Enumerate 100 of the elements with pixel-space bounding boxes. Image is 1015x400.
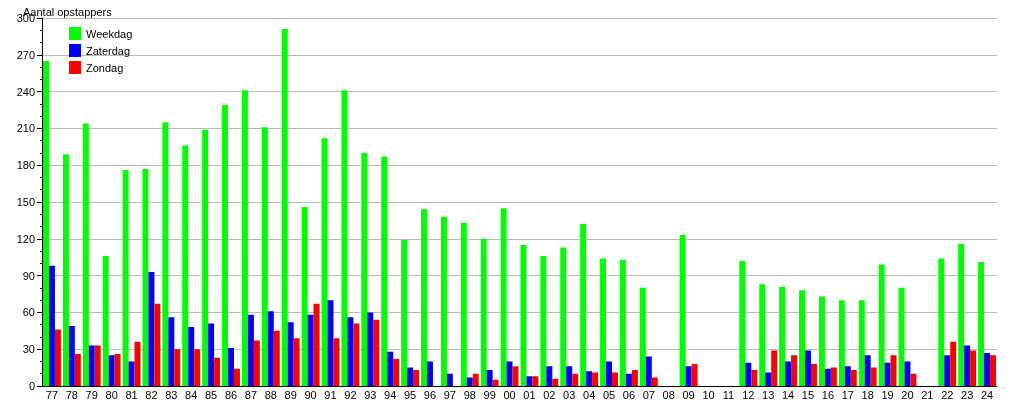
bar xyxy=(162,122,169,386)
bar xyxy=(552,378,559,386)
x-tick-label: 14 xyxy=(781,388,795,400)
bar xyxy=(506,361,513,386)
bar xyxy=(685,366,692,386)
bar xyxy=(214,357,221,386)
bar xyxy=(82,123,89,386)
bar xyxy=(805,350,811,386)
bar xyxy=(341,90,348,386)
bar xyxy=(188,327,195,386)
bar xyxy=(864,355,871,386)
bar xyxy=(791,355,798,386)
bar xyxy=(148,271,155,386)
bar xyxy=(440,216,447,386)
bar xyxy=(526,376,533,386)
y-tick-label: 30 xyxy=(22,343,35,356)
bar xyxy=(194,349,201,386)
bar xyxy=(261,127,268,386)
y-tick-label: 180 xyxy=(16,159,35,172)
x-tick-label: 82 xyxy=(145,388,158,400)
bar xyxy=(970,350,977,386)
bar xyxy=(233,368,240,386)
x-tick-label: 06 xyxy=(622,388,636,400)
x-tick-label: 90 xyxy=(304,388,317,400)
x-tick-label: 22 xyxy=(941,388,954,400)
y-tick-label: 150 xyxy=(16,196,35,208)
x-tick-label: 81 xyxy=(125,388,138,400)
bar xyxy=(884,362,891,386)
x-tick-label: 08 xyxy=(662,388,675,400)
x-tick-label: 18 xyxy=(861,388,874,400)
bar xyxy=(958,243,965,386)
bar xyxy=(566,366,573,386)
x-tick-label: 10 xyxy=(702,388,715,400)
bar xyxy=(978,262,985,386)
x-tick-label: 87 xyxy=(244,388,258,400)
bar xyxy=(990,355,997,386)
bar xyxy=(739,260,746,386)
bar xyxy=(253,340,260,386)
bar xyxy=(824,368,831,386)
bar xyxy=(114,354,121,386)
bar xyxy=(407,367,414,386)
bar xyxy=(182,145,189,386)
bar xyxy=(446,373,453,386)
bar xyxy=(381,156,388,386)
y-tick-label: 60 xyxy=(22,306,35,319)
bar xyxy=(600,258,607,386)
bar xyxy=(122,170,129,386)
x-tick-label: 13 xyxy=(762,388,775,400)
bar xyxy=(401,240,408,386)
bar xyxy=(472,373,479,386)
bar xyxy=(333,338,340,386)
bar xyxy=(818,296,825,386)
x-tick-label: 78 xyxy=(65,388,78,400)
bar xyxy=(353,323,360,386)
bar xyxy=(520,244,527,386)
x-tick-label: 17 xyxy=(841,388,854,400)
bar xyxy=(785,361,792,386)
bar xyxy=(94,345,101,386)
bar xyxy=(54,329,61,386)
bar xyxy=(858,300,865,386)
bar xyxy=(844,366,851,386)
x-tick-label: 20 xyxy=(901,388,914,400)
bar xyxy=(228,347,234,386)
x-tick-label: 79 xyxy=(85,388,98,400)
bar xyxy=(347,317,354,386)
bar xyxy=(367,312,374,386)
bar xyxy=(560,247,567,386)
bar xyxy=(154,303,161,386)
x-tick-label: 01 xyxy=(523,388,536,400)
bar xyxy=(88,345,95,386)
bar xyxy=(293,338,300,386)
bar xyxy=(572,373,579,386)
bar xyxy=(546,366,553,386)
x-tick-label: 04 xyxy=(583,388,596,400)
bar xyxy=(850,370,857,386)
bar xyxy=(387,351,394,386)
bar xyxy=(870,367,877,386)
x-tick-label: 12 xyxy=(742,388,755,400)
bar xyxy=(273,330,280,386)
y-tick-label: 210 xyxy=(16,122,35,135)
bar xyxy=(512,366,519,386)
bar xyxy=(307,314,314,386)
bar xyxy=(938,258,945,386)
bar xyxy=(174,349,181,386)
bar xyxy=(691,363,698,386)
bar xyxy=(580,224,587,386)
bar xyxy=(48,265,55,386)
bar xyxy=(361,152,368,386)
bar xyxy=(202,129,209,386)
bar xyxy=(838,300,845,386)
bar xyxy=(771,350,778,386)
bar xyxy=(287,322,294,386)
x-tick-label: 94 xyxy=(384,388,397,400)
x-tick-label: 23 xyxy=(961,388,974,400)
bar xyxy=(645,356,652,386)
bar xyxy=(625,373,632,386)
bar xyxy=(426,361,433,386)
y-tick-label: 270 xyxy=(16,48,35,61)
bar xyxy=(779,286,786,386)
bar xyxy=(612,372,618,386)
